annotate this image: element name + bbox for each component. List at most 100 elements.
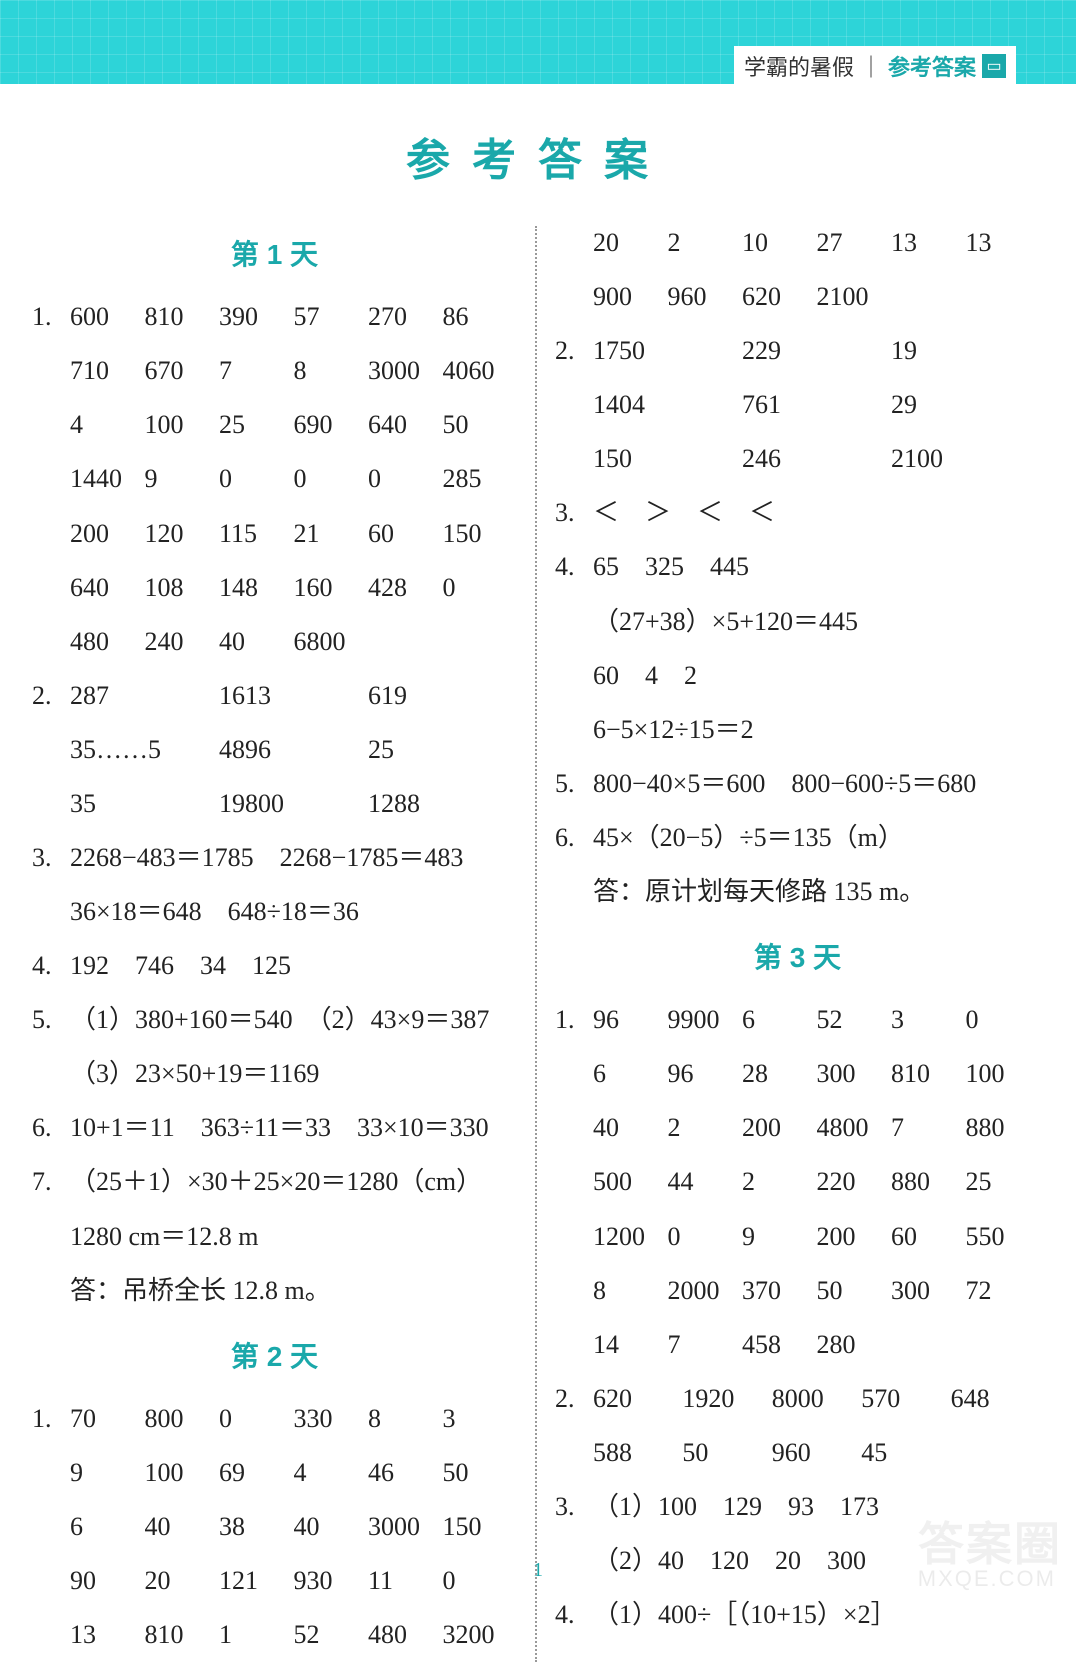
d2-q3: 3. ＜ ＞ ＜ ＜ bbox=[555, 486, 1040, 540]
answer-cell: 900 bbox=[593, 270, 668, 324]
d3-q1: 1. 9699006523069628300810100402200480078… bbox=[555, 993, 1040, 1372]
answer-cell: 500 bbox=[593, 1155, 668, 1209]
answer-cell bbox=[368, 615, 443, 669]
q-num: 3. bbox=[555, 1480, 593, 1534]
d1-q4: 4. 192 746 34 125 bbox=[32, 939, 517, 993]
q-num: 2. bbox=[555, 1372, 593, 1426]
answer-cell: 38 bbox=[219, 1500, 294, 1554]
q-num: 4. bbox=[555, 1588, 593, 1642]
answer-cell: 588 bbox=[593, 1426, 682, 1480]
answer-cell: 52 bbox=[294, 1608, 369, 1662]
d1-q6: 6. 10+1＝11 363÷11＝33 33×10＝330 bbox=[32, 1101, 517, 1155]
answer-cell: 4 bbox=[70, 398, 145, 452]
answer-cell: 27 bbox=[817, 216, 892, 270]
answer-cell: 300 bbox=[891, 1264, 966, 1318]
answer-cell: 57 bbox=[294, 290, 369, 344]
answer-cell: 35……5 bbox=[70, 723, 219, 777]
answer-cell: 25 bbox=[966, 1155, 1041, 1209]
answer-line: 65 325 445 bbox=[593, 540, 1040, 594]
answer-cell: 1200 bbox=[593, 1210, 668, 1264]
answer-cell: 200 bbox=[70, 507, 145, 561]
answer-line: 45×（20−5）÷5＝135（m） bbox=[593, 811, 1040, 865]
answer-cell: 96 bbox=[593, 993, 668, 1047]
answer-cell: 9 bbox=[145, 452, 220, 506]
answer-cell: 150 bbox=[593, 432, 742, 486]
answer-cell: 0 bbox=[294, 452, 369, 506]
answer-cell: 1 bbox=[219, 1608, 294, 1662]
q-num: 4. bbox=[555, 540, 593, 594]
answer-cell: 620 bbox=[742, 270, 817, 324]
answer-cell: 44 bbox=[668, 1155, 743, 1209]
answer-cell: 148 bbox=[219, 561, 294, 615]
answer-cell: 620 bbox=[593, 1372, 682, 1426]
answer-cell bbox=[443, 615, 518, 669]
d3-q4: 4. （1）400÷［（10+15）×2］ bbox=[555, 1588, 1040, 1642]
answer-cell: 0 bbox=[219, 1392, 294, 1446]
answer-cell: 9 bbox=[70, 1446, 145, 1500]
answer-cell: 200 bbox=[817, 1210, 892, 1264]
d2-q4: 4. 65 325 445 （27+38）×5+120＝445 60 4 2 6… bbox=[555, 540, 1040, 756]
tag-accent: 参考答案 bbox=[888, 50, 976, 82]
answer-cell: 8 bbox=[294, 344, 369, 398]
page-title: 参考答案 bbox=[0, 124, 1076, 188]
answer-cell: 600 bbox=[70, 290, 145, 344]
d1-q3: 3. 2268−483＝1785 2268−1785＝483 36×18＝648… bbox=[32, 831, 517, 939]
answer-cell: 3000 bbox=[368, 344, 443, 398]
q-num: 4. bbox=[32, 939, 70, 993]
answer-cell bbox=[966, 1318, 1041, 1372]
answer-cell: 10 bbox=[742, 216, 817, 270]
d3-q2: 2. 620192080005706485885096045 bbox=[555, 1372, 1040, 1480]
answer-cell: 7 bbox=[668, 1318, 743, 1372]
answer-cell: 3200 bbox=[443, 1608, 518, 1662]
answer-cell: 1404 bbox=[593, 378, 742, 432]
answer-cell: 6 bbox=[593, 1047, 668, 1101]
q-num: 1. bbox=[32, 1392, 70, 1446]
answer-cell: 13 bbox=[70, 1608, 145, 1662]
answer-cell: 35 bbox=[70, 777, 219, 831]
answer-cell: 2000 bbox=[668, 1264, 743, 1318]
answer-cell: 3 bbox=[891, 993, 966, 1047]
left-column: 第 1 天 1. 6008103905727086710670783000406… bbox=[32, 216, 517, 1662]
q-num: 5. bbox=[32, 993, 70, 1047]
answer-cell: 3000 bbox=[368, 1500, 443, 1554]
answer-cell: 6 bbox=[70, 1500, 145, 1554]
answer-line: 800−40×5＝600 800−600÷5＝680 bbox=[593, 757, 1040, 811]
answer-cell: 2 bbox=[668, 216, 743, 270]
answer-cell: 40 bbox=[145, 1500, 220, 1554]
answer-cell: 570 bbox=[861, 1372, 950, 1426]
tag-sep: ｜ bbox=[860, 50, 882, 82]
answer-cell: 690 bbox=[294, 398, 369, 452]
answer-cell: 1920 bbox=[682, 1372, 771, 1426]
q-num: 6. bbox=[555, 811, 593, 865]
q-num: 6. bbox=[32, 1101, 70, 1155]
answer-line: （1）380+160＝540 （2）43×9＝387 bbox=[70, 993, 517, 1047]
answer-cell: 50 bbox=[443, 1446, 518, 1500]
answer-cell: 880 bbox=[966, 1101, 1041, 1155]
answer-cell: 4896 bbox=[219, 723, 368, 777]
watermark-text: 答案圈 bbox=[918, 1508, 1062, 1574]
tag-plain: 学霸的暑假 bbox=[744, 50, 854, 82]
answer-cell: 60 bbox=[891, 1210, 966, 1264]
answer-line: 6−5×12÷15＝2 bbox=[593, 703, 1040, 757]
answer-cell: 8 bbox=[368, 1392, 443, 1446]
answer-cell: 7 bbox=[219, 344, 294, 398]
answer-cell: 100 bbox=[145, 1446, 220, 1500]
q-num: 1. bbox=[555, 993, 593, 1047]
answer-line: 60 4 2 bbox=[593, 649, 1040, 703]
answer-line: 192 746 34 125 bbox=[70, 939, 517, 993]
answer-line: （27+38）×5+120＝445 bbox=[593, 595, 1040, 649]
answer-cell: 52 bbox=[817, 993, 892, 1047]
answer-cell: 390 bbox=[219, 290, 294, 344]
answer-cell: 13 bbox=[966, 216, 1041, 270]
answer-cell: 6 bbox=[742, 993, 817, 1047]
answer-cell: 2 bbox=[742, 1155, 817, 1209]
answer-cell: 670 bbox=[145, 344, 220, 398]
d2-q6: 6. 45×（20−5）÷5＝135（m） 答：原计划每天修路 135 m。 bbox=[555, 811, 1040, 919]
d1-q2: 2. 287161361935……548962535198001288 bbox=[32, 669, 517, 831]
answer-cell: 1440 bbox=[70, 452, 145, 506]
answer-cell: 458 bbox=[742, 1318, 817, 1372]
header-tag: 学霸的暑假 ｜ 参考答案 ▭ bbox=[734, 46, 1016, 86]
answer-cell bbox=[891, 1318, 966, 1372]
answer-cell: 29 bbox=[891, 378, 1040, 432]
answer-cell: 4800 bbox=[817, 1101, 892, 1155]
